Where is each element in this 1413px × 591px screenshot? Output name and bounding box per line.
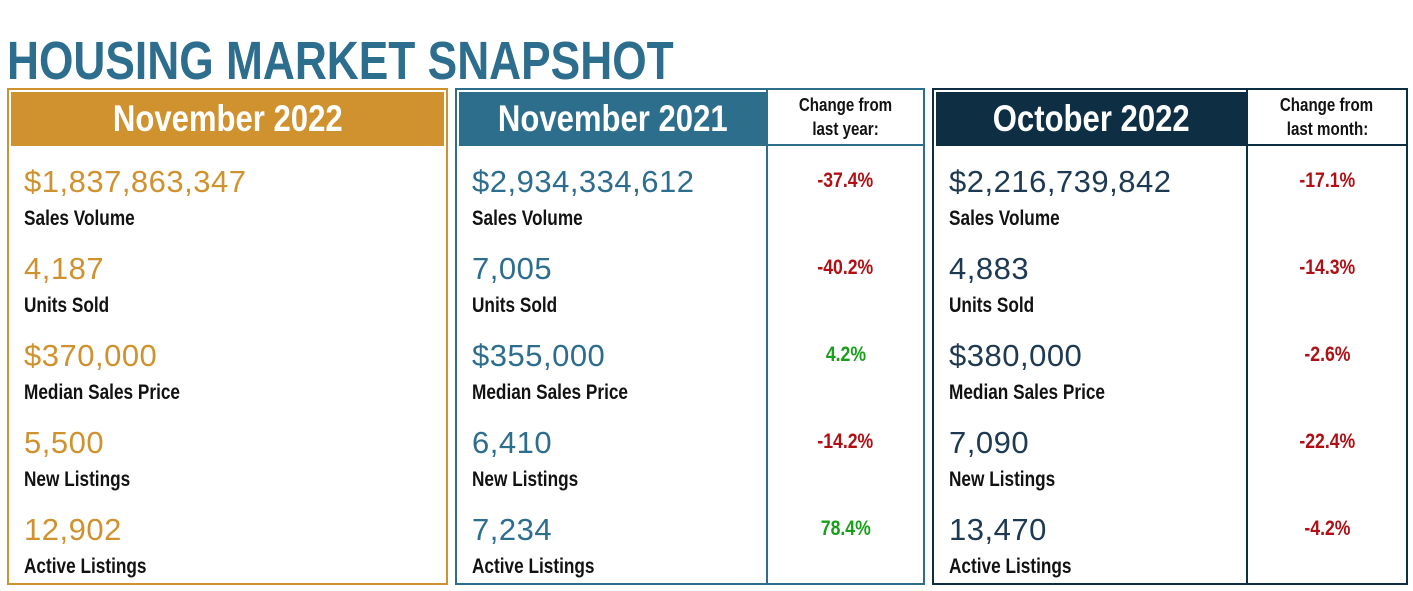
panel-values-column: October 2022 $2,216,739,842 Sales Volume… — [934, 90, 1246, 583]
metric-label: Sales Volume — [472, 207, 583, 230]
change-value: -37.4% — [817, 169, 874, 192]
metric-value: 7,234 — [472, 512, 553, 547]
metric-value: 6,410 — [472, 425, 553, 460]
metric-value: 7,090 — [949, 425, 1030, 460]
metric-value: $1,837,863,347 — [24, 164, 247, 199]
panel-header: November 2022 — [11, 92, 444, 146]
metric-label: Active Listings — [472, 555, 595, 578]
change-value: -14.2% — [817, 430, 874, 453]
change-value: -2.6% — [1303, 343, 1351, 366]
change-column: Change from last year: -37.4% -40.2% 4.2… — [766, 90, 923, 583]
metric-label: Median Sales Price — [472, 381, 629, 404]
panel-november-2022: November 2022 $1,837,863,347 Sales Volum… — [7, 88, 448, 585]
page-title: HOUSING MARKET SNAPSHOT — [7, 34, 820, 88]
panel-header: October 2022 — [936, 92, 1246, 146]
change-new-listings: -14.2% — [768, 407, 923, 494]
metric-value: 5,500 — [24, 425, 105, 460]
metric-units-sold: 4,883 Units Sold — [934, 233, 1246, 320]
change-column-header: Change from last month: — [1248, 90, 1406, 146]
change-value: -17.1% — [1299, 169, 1355, 192]
metric-new-listings: 5,500 New Listings — [9, 407, 446, 494]
metric-label: Median Sales Price — [949, 381, 1106, 404]
metric-median-sales-price: $370,000 Median Sales Price — [9, 320, 446, 407]
metric-value: 12,902 — [24, 512, 122, 547]
panel-header-label: November 2022 — [112, 98, 343, 139]
change-value: 4.2% — [825, 343, 866, 366]
panel-values-column: November 2022 $1,837,863,347 Sales Volum… — [9, 90, 446, 583]
metric-label: Sales Volume — [949, 207, 1060, 230]
metric-sales-volume: $1,837,863,347 Sales Volume — [9, 146, 446, 233]
metric-value: 4,883 — [949, 251, 1030, 286]
metric-value: $370,000 — [24, 338, 158, 373]
change-sales-volume: -17.1% — [1248, 146, 1406, 233]
change-active-listings: 78.4% — [768, 494, 923, 583]
change-column-header: Change from last year: — [768, 90, 923, 146]
metric-label: Median Sales Price — [24, 381, 181, 404]
metric-value: 4,187 — [24, 251, 105, 286]
panel-november-2021: November 2021 $2,934,334,612 Sales Volum… — [455, 88, 925, 585]
metric-median-sales-price: $380,000 Median Sales Price — [934, 320, 1246, 407]
change-header-line2: last year: — [812, 119, 879, 139]
metric-sales-volume: $2,216,739,842 Sales Volume — [934, 146, 1246, 233]
metric-units-sold: 4,187 Units Sold — [9, 233, 446, 320]
metric-value: $2,216,739,842 — [949, 164, 1172, 199]
page-title-text: HOUSING MARKET SNAPSHOT — [7, 31, 674, 92]
change-value: -22.4% — [1299, 430, 1355, 453]
metric-median-sales-price: $355,000 Median Sales Price — [457, 320, 766, 407]
change-value: -4.2% — [1303, 517, 1351, 540]
metric-active-listings: 13,470 Active Listings — [934, 494, 1246, 583]
change-new-listings: -22.4% — [1248, 407, 1406, 494]
change-value: 78.4% — [820, 517, 871, 540]
metric-active-listings: 12,902 Active Listings — [9, 494, 446, 583]
change-median-sales-price: -2.6% — [1248, 320, 1406, 407]
metric-label: New Listings — [24, 468, 131, 491]
panel-header-label: November 2021 — [497, 98, 728, 139]
metric-label: Units Sold — [24, 294, 110, 317]
change-value: -40.2% — [817, 256, 874, 279]
metric-label: Active Listings — [949, 555, 1072, 578]
change-header-line1: Change from — [1280, 95, 1374, 115]
metric-sales-volume: $2,934,334,612 Sales Volume — [457, 146, 766, 233]
panel-header-label: October 2022 — [992, 98, 1190, 139]
metric-label: New Listings — [949, 468, 1056, 491]
metric-label: Units Sold — [472, 294, 558, 317]
metric-label: Units Sold — [949, 294, 1035, 317]
change-active-listings: -4.2% — [1248, 494, 1406, 583]
change-header-line2: last month: — [1286, 119, 1368, 139]
panel-october-2022: October 2022 $2,216,739,842 Sales Volume… — [932, 88, 1408, 585]
metric-label: Active Listings — [24, 555, 147, 578]
metric-new-listings: 6,410 New Listings — [457, 407, 766, 494]
metric-active-listings: 7,234 Active Listings — [457, 494, 766, 583]
change-units-sold: -14.3% — [1248, 233, 1406, 320]
change-sales-volume: -37.4% — [768, 146, 923, 233]
change-units-sold: -40.2% — [768, 233, 923, 320]
metric-value: 7,005 — [472, 251, 553, 286]
metric-units-sold: 7,005 Units Sold — [457, 233, 766, 320]
change-header-line1: Change from — [798, 95, 893, 115]
change-median-sales-price: 4.2% — [768, 320, 923, 407]
metric-label: Sales Volume — [24, 207, 135, 230]
metric-value: $355,000 — [472, 338, 606, 373]
metric-value: 13,470 — [949, 512, 1047, 547]
metric-new-listings: 7,090 New Listings — [934, 407, 1246, 494]
panel-values-column: November 2021 $2,934,334,612 Sales Volum… — [457, 90, 766, 583]
change-value: -14.3% — [1299, 256, 1355, 279]
change-column: Change from last month: -17.1% -14.3% -2… — [1246, 90, 1406, 583]
metric-value: $380,000 — [949, 338, 1083, 373]
metric-label: New Listings — [472, 468, 579, 491]
metric-value: $2,934,334,612 — [472, 164, 695, 199]
panel-header: November 2021 — [459, 92, 766, 146]
